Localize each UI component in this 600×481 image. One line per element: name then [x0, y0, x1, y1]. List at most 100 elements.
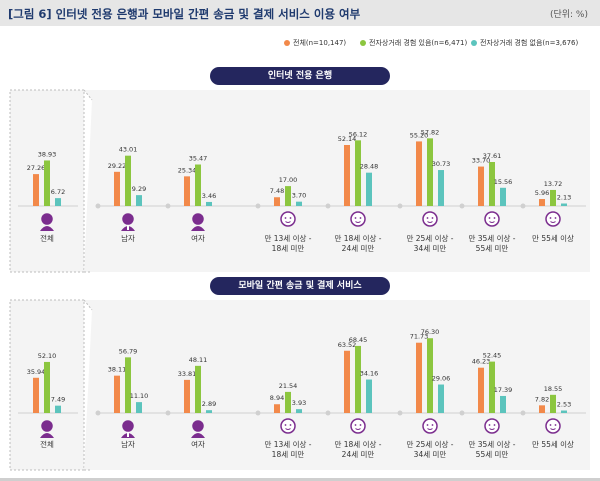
- category-label: 전체: [40, 233, 54, 243]
- bar: [550, 394, 556, 413]
- legend-swatch: [284, 40, 290, 46]
- data-label: 35.94: [27, 368, 46, 376]
- tie-mark: [127, 432, 129, 437]
- group-panel-inner: [92, 100, 590, 272]
- bar: [478, 166, 484, 206]
- face-eye: [493, 217, 496, 219]
- data-label: 18.55: [544, 385, 563, 393]
- data-label: 56.12: [349, 130, 368, 138]
- bar: [427, 338, 433, 413]
- bar: [366, 172, 372, 206]
- male-person-icon: [122, 420, 134, 432]
- bar: [44, 160, 50, 206]
- section-title-internet-bank: 인터넷 전용 은행: [210, 67, 390, 85]
- bar: [184, 176, 190, 206]
- bar: [489, 161, 495, 206]
- category-label: 18세 미만: [272, 450, 305, 459]
- category-label: 34세 미만: [414, 450, 447, 459]
- young-adult-face-icon: [350, 418, 366, 434]
- data-label: 17.39: [494, 386, 513, 394]
- data-label: 63.52: [338, 341, 357, 349]
- legend-item-experienced: 전자상거래 경험 있음(n=6,471): [360, 38, 467, 48]
- category-label: 만 18세 이상 -: [334, 233, 381, 243]
- bar: [416, 141, 422, 206]
- data-label: 56.79: [119, 347, 138, 355]
- section-title-mobile-payment: 모바일 간편 송금 및 결제 서비스: [210, 277, 390, 295]
- legend-item-not-experienced: 전자상거래 경험 없음(n=3,676): [471, 38, 578, 48]
- data-label: 5.96: [535, 189, 549, 197]
- face-mouth: [285, 428, 291, 430]
- separator-dot: [325, 410, 331, 416]
- data-label: 25.34: [178, 166, 197, 174]
- face-mouth: [355, 221, 361, 223]
- category-label: 만 35세 이상 -: [468, 439, 515, 449]
- bar: [33, 174, 39, 206]
- bar: [296, 409, 302, 413]
- face-mouth: [285, 221, 291, 223]
- category-label: 만 55세 이상: [532, 233, 574, 243]
- data-label: 13.72: [544, 180, 563, 188]
- data-label: 76.30: [421, 328, 440, 336]
- data-label: 55.20: [410, 131, 429, 139]
- teen-face-icon: [280, 211, 296, 227]
- bar: [296, 201, 302, 206]
- face-mouth: [427, 428, 433, 430]
- bar: [195, 164, 201, 206]
- category-label: 만 25세 이상 -: [406, 233, 453, 243]
- bar: [550, 189, 556, 206]
- middle-age-face-icon: [484, 418, 500, 434]
- bar: [114, 171, 120, 206]
- data-label: 29.06: [432, 375, 451, 383]
- bar: [539, 405, 545, 413]
- legend-label: 전자상거래 경험 있음(n=6,471): [369, 39, 468, 47]
- face-eye: [359, 424, 362, 426]
- face-eye: [359, 217, 362, 219]
- separator-dot: [459, 203, 465, 209]
- bar: [355, 345, 361, 413]
- adult-face-icon: [422, 418, 438, 434]
- bar: [438, 384, 444, 413]
- adult-face-icon: [422, 211, 438, 227]
- legend-swatch: [471, 40, 477, 46]
- unit-label: (단위: %): [549, 10, 588, 20]
- data-label: 52.45: [483, 352, 502, 360]
- person-body: [191, 226, 205, 231]
- senior-face-icon: [545, 211, 561, 227]
- data-label: 2.53: [557, 401, 571, 409]
- bar: [285, 186, 291, 206]
- tie-mark: [127, 225, 129, 230]
- category-label: 남자: [121, 440, 135, 449]
- title-bar: [0, 0, 600, 26]
- face-eye: [488, 424, 491, 426]
- bar: [55, 198, 61, 206]
- bar: [125, 155, 131, 206]
- face-eye: [554, 217, 557, 219]
- face-eye: [354, 217, 357, 219]
- separator-dot: [165, 203, 171, 209]
- data-label: 21.54: [279, 382, 298, 390]
- bar: [136, 195, 142, 206]
- category-label: 만 13세 이상 -: [264, 439, 311, 449]
- bar: [206, 410, 212, 413]
- bar: [561, 410, 567, 413]
- face-eye: [488, 217, 491, 219]
- data-label: 34.16: [360, 370, 379, 378]
- teen-face-icon: [280, 418, 296, 434]
- data-label: 43.01: [119, 146, 138, 154]
- data-label: 9.29: [132, 185, 146, 193]
- data-label: 52.10: [38, 352, 57, 360]
- legend-label: 전자상거래 경험 없음(n=3,676): [480, 39, 579, 47]
- bar: [206, 201, 212, 206]
- category-label: 만 25세 이상 -: [406, 439, 453, 449]
- face-eye: [354, 424, 357, 426]
- bar: [478, 367, 484, 413]
- bar: [136, 402, 142, 413]
- face-mouth: [427, 221, 433, 223]
- footer-line: [0, 478, 600, 481]
- separator-dot: [255, 203, 261, 209]
- separator-dot: [95, 410, 101, 416]
- bar: [285, 391, 291, 413]
- face-eye: [289, 424, 292, 426]
- person-body: [40, 226, 54, 231]
